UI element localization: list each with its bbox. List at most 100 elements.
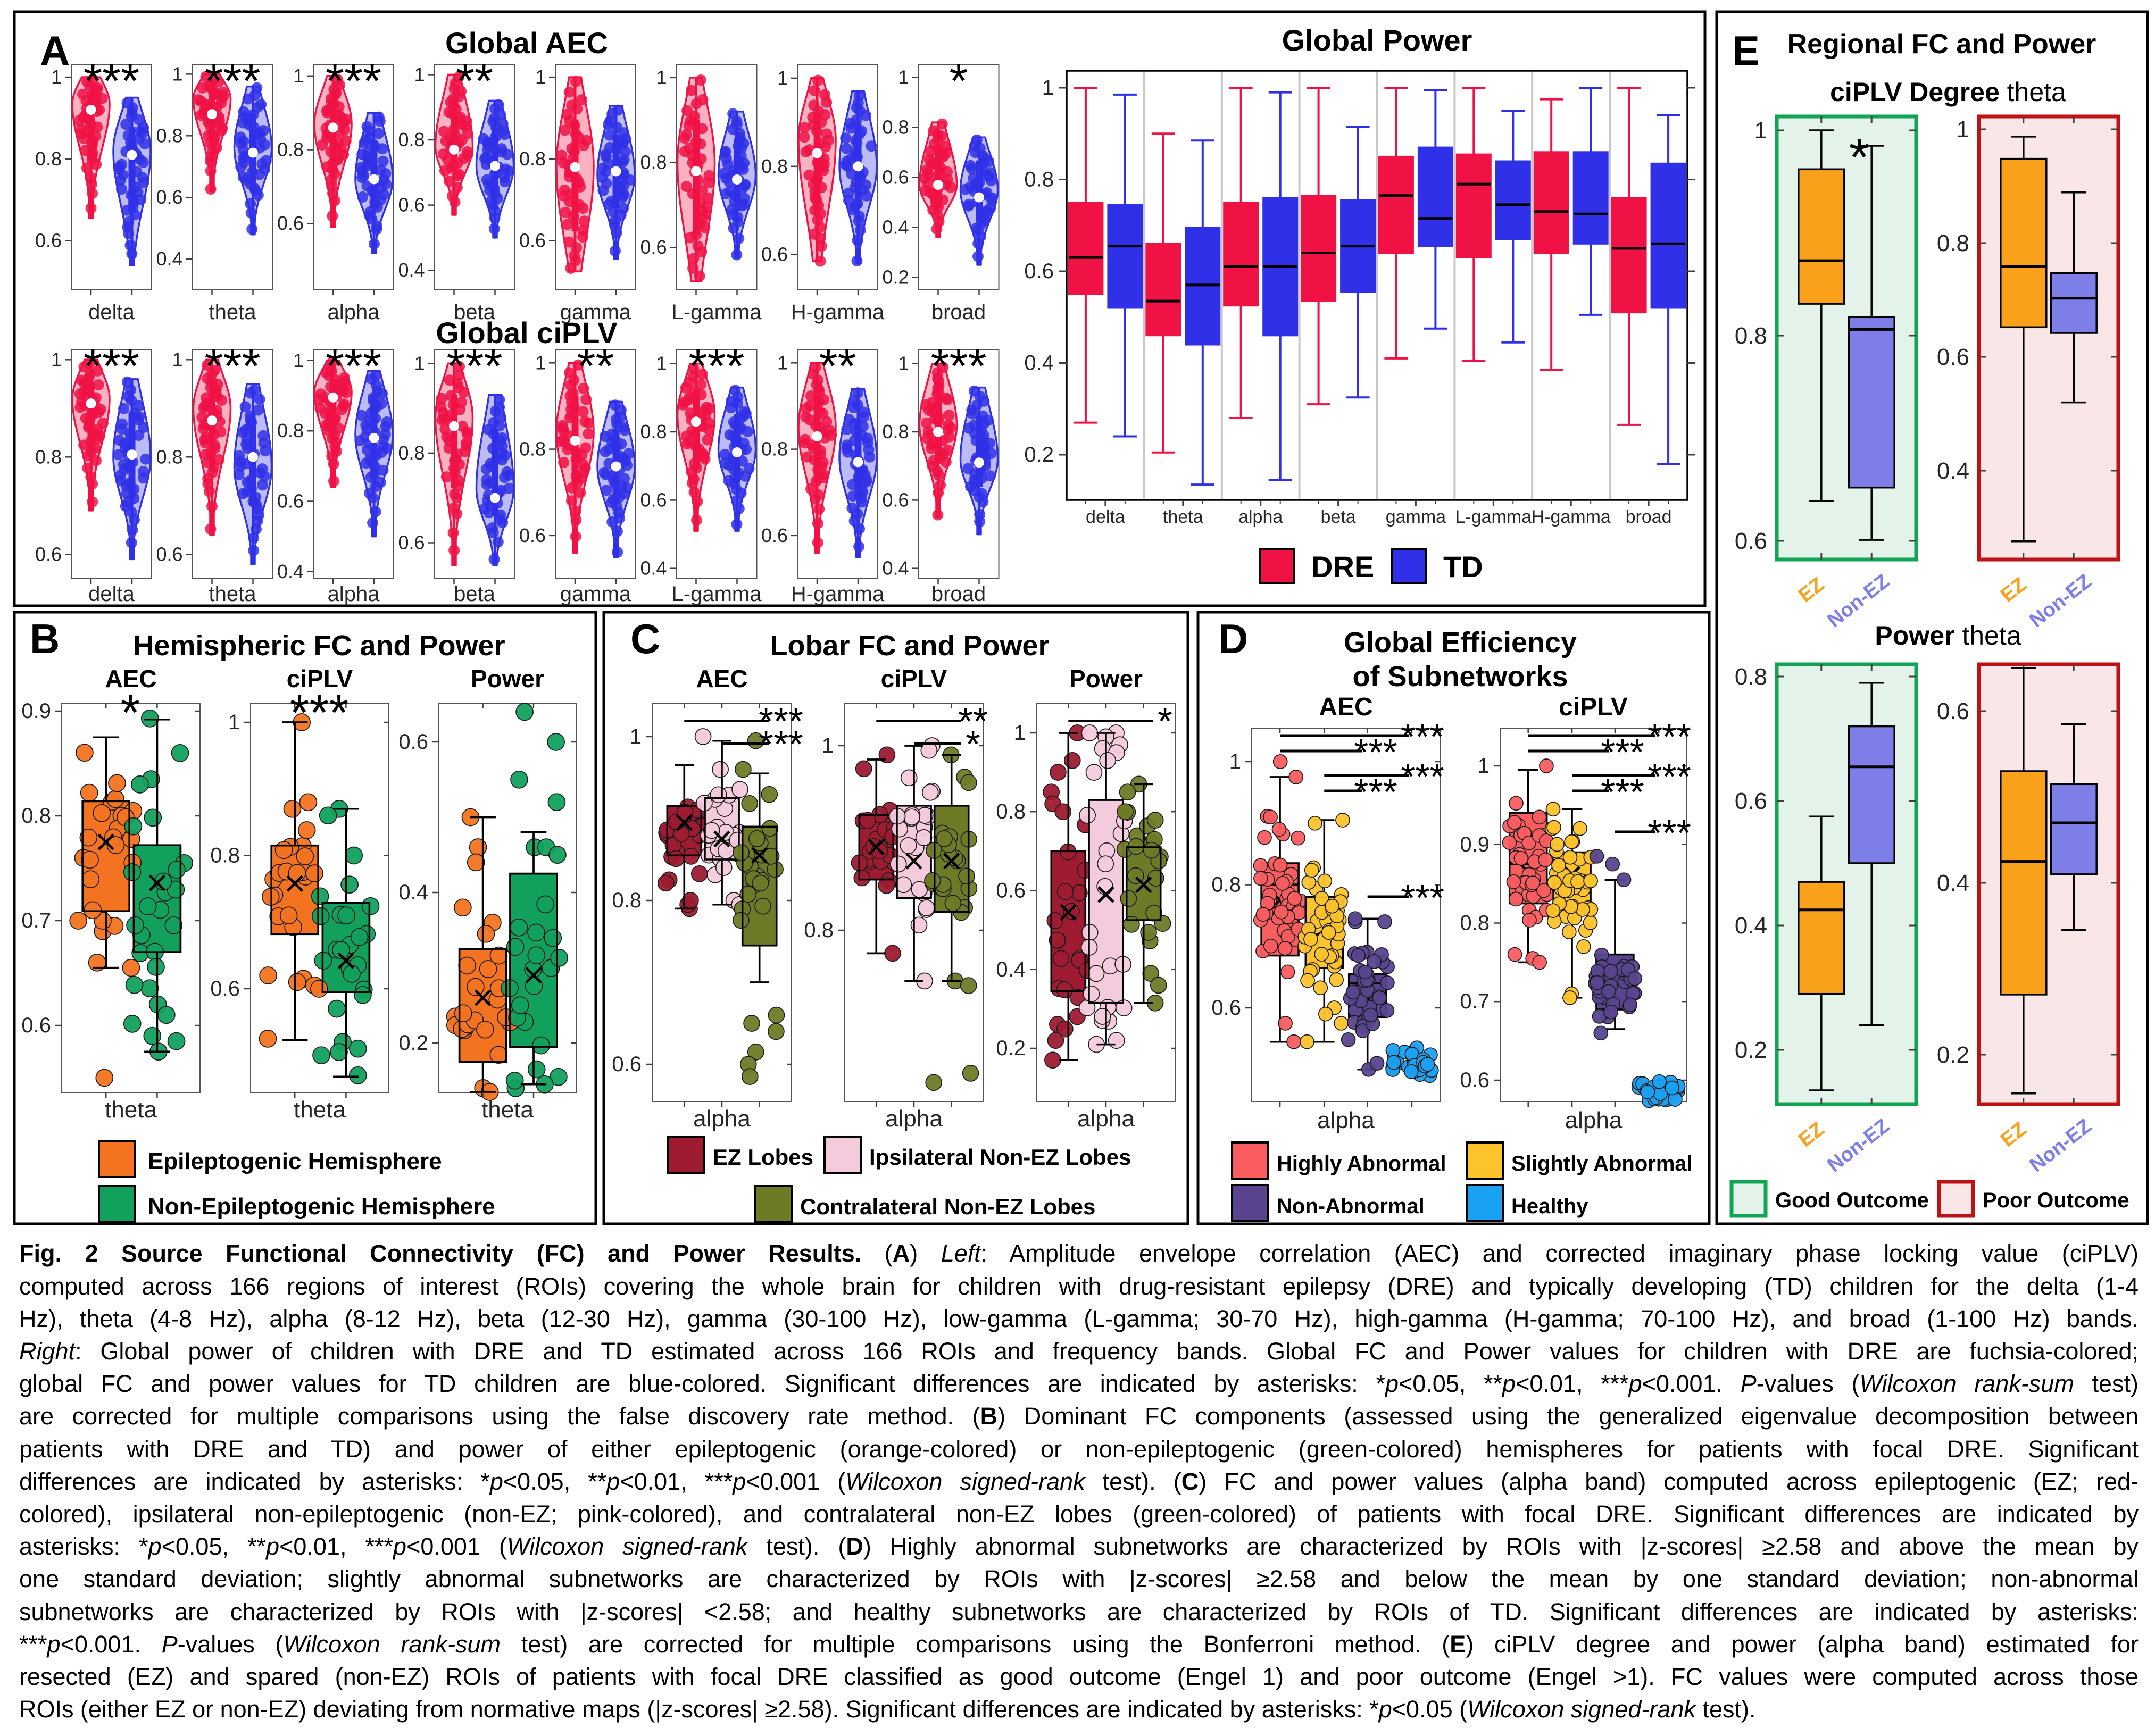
svg-text:Poor Outcome: Poor Outcome [1983, 1189, 2129, 1212]
svg-text:0.8: 0.8 [35, 446, 62, 468]
svg-text:beta: beta [454, 301, 496, 324]
svg-text:0.6: 0.6 [210, 977, 240, 1000]
svg-text:alpha: alpha [1565, 1107, 1623, 1133]
svg-text:theta: theta [209, 582, 257, 606]
svg-text:0.6: 0.6 [640, 236, 667, 258]
svg-text:Power: Power [1069, 665, 1143, 692]
svg-text:1: 1 [51, 348, 62, 370]
svg-text:Hemispheric FC and Power: Hemispheric FC and Power [133, 630, 505, 662]
svg-text:1: 1 [1754, 118, 1767, 144]
svg-text:0.9: 0.9 [21, 699, 51, 723]
svg-text:***: *** [1601, 731, 1644, 773]
svg-text:0.6: 0.6 [21, 1014, 51, 1037]
svg-text:0.2: 0.2 [882, 266, 909, 288]
svg-text:1: 1 [51, 66, 62, 88]
svg-text:0.8: 0.8 [1937, 230, 1969, 256]
svg-text:0.9: 0.9 [1460, 833, 1490, 856]
svg-text:***: *** [1648, 716, 1691, 757]
svg-text:gamma: gamma [560, 582, 631, 606]
svg-text:theta: theta [1163, 507, 1203, 527]
svg-text:Highly Abnormal: Highly Abnormal [1277, 1152, 1446, 1175]
svg-text:theta: theta [105, 1097, 157, 1123]
svg-text:E: E [1732, 27, 1760, 74]
svg-text:alpha: alpha [1238, 507, 1283, 527]
svg-text:0.8: 0.8 [1024, 168, 1054, 191]
svg-text:1: 1 [1042, 76, 1054, 99]
svg-text:1: 1 [656, 353, 667, 374]
svg-text:0.6: 0.6 [156, 186, 182, 208]
svg-text:0.6: 0.6 [519, 524, 546, 546]
svg-text:Global ciPLV: Global ciPLV [436, 316, 617, 349]
svg-text:DRE: DRE [1311, 550, 1374, 583]
svg-text:0.8: 0.8 [277, 420, 304, 441]
svg-text:L-gamma: L-gamma [672, 301, 762, 324]
svg-text:0.8: 0.8 [804, 919, 834, 942]
svg-text:0.8: 0.8 [882, 116, 909, 138]
svg-text:1: 1 [414, 63, 425, 85]
svg-text:***: *** [84, 55, 139, 108]
svg-text:1: 1 [1957, 116, 1969, 143]
svg-text:0.4: 0.4 [996, 958, 1026, 981]
svg-text:**: ** [958, 700, 988, 743]
svg-text:0.6: 0.6 [398, 194, 425, 216]
svg-text:B: B [30, 615, 60, 662]
svg-text:Ipsilateral Non-EZ Lobes: Ipsilateral Non-EZ Lobes [869, 1145, 1131, 1170]
svg-text:1: 1 [1014, 721, 1026, 745]
svg-text:1: 1 [777, 352, 788, 373]
svg-text:0.6: 0.6 [612, 1053, 642, 1076]
svg-text:0.6: 0.6 [1735, 528, 1767, 554]
svg-text:1: 1 [1229, 750, 1241, 773]
svg-text:0.6: 0.6 [761, 244, 788, 265]
svg-text:0.8: 0.8 [1735, 664, 1767, 690]
svg-text:1: 1 [293, 349, 304, 371]
svg-text:0.6: 0.6 [277, 212, 304, 234]
svg-text:***: *** [204, 340, 260, 393]
svg-text:H-gamma: H-gamma [791, 301, 885, 324]
svg-text:0.7: 0.7 [21, 909, 51, 932]
svg-text:L-gamma: L-gamma [672, 582, 762, 606]
svg-text:ciPLV: ciPLV [881, 665, 947, 692]
svg-text:**: ** [819, 340, 856, 393]
svg-text:C: C [630, 615, 660, 662]
svg-text:*: * [949, 55, 968, 108]
svg-text:Power theta: Power theta [1875, 621, 2021, 650]
svg-text:Good Outcome: Good Outcome [1775, 1189, 1929, 1212]
svg-text:theta: theta [209, 301, 257, 324]
svg-text:Non-Epileptogenic Hemisphere: Non-Epileptogenic Hemisphere [148, 1194, 495, 1220]
svg-text:0.6: 0.6 [882, 489, 909, 511]
svg-text:delta: delta [88, 301, 135, 324]
svg-text:1: 1 [898, 353, 909, 374]
svg-text:beta: beta [454, 582, 496, 606]
svg-text:*: * [1849, 128, 1870, 187]
svg-text:H-gamma: H-gamma [1532, 507, 1611, 527]
svg-text:0.8: 0.8 [35, 148, 62, 170]
svg-text:***: *** [204, 55, 260, 108]
svg-text:0.8: 0.8 [761, 155, 788, 177]
svg-text:alpha: alpha [693, 1106, 751, 1132]
svg-text:***: *** [930, 340, 986, 393]
svg-text:alpha: alpha [885, 1106, 943, 1132]
svg-text:0.8: 0.8 [1735, 323, 1767, 349]
svg-text:0.8: 0.8 [398, 442, 425, 464]
svg-text:0.4: 0.4 [1937, 458, 1969, 484]
svg-text:0.4: 0.4 [277, 561, 304, 582]
svg-text:1: 1 [822, 734, 834, 757]
svg-text:***: *** [1401, 716, 1444, 757]
svg-text:0.4: 0.4 [1735, 913, 1767, 939]
svg-text:***: *** [84, 340, 139, 393]
svg-text:0.4: 0.4 [882, 557, 909, 579]
svg-text:***: *** [1354, 731, 1397, 773]
svg-text:Global Power: Global Power [1282, 23, 1472, 57]
svg-text:0.6: 0.6 [1460, 1069, 1490, 1092]
svg-text:0.6: 0.6 [277, 490, 304, 512]
svg-text:alpha: alpha [328, 582, 380, 606]
svg-text:alpha: alpha [1317, 1107, 1375, 1133]
svg-text:0.8: 0.8 [21, 804, 51, 828]
svg-text:0.8: 0.8 [519, 148, 546, 170]
svg-text:L-gamma: L-gamma [1455, 507, 1532, 527]
svg-text:0.4: 0.4 [882, 216, 909, 238]
svg-text:0.6: 0.6 [398, 730, 428, 754]
svg-text:0.6: 0.6 [35, 230, 62, 252]
svg-text:***: *** [1648, 812, 1691, 854]
svg-text:0.8: 0.8 [156, 446, 182, 468]
